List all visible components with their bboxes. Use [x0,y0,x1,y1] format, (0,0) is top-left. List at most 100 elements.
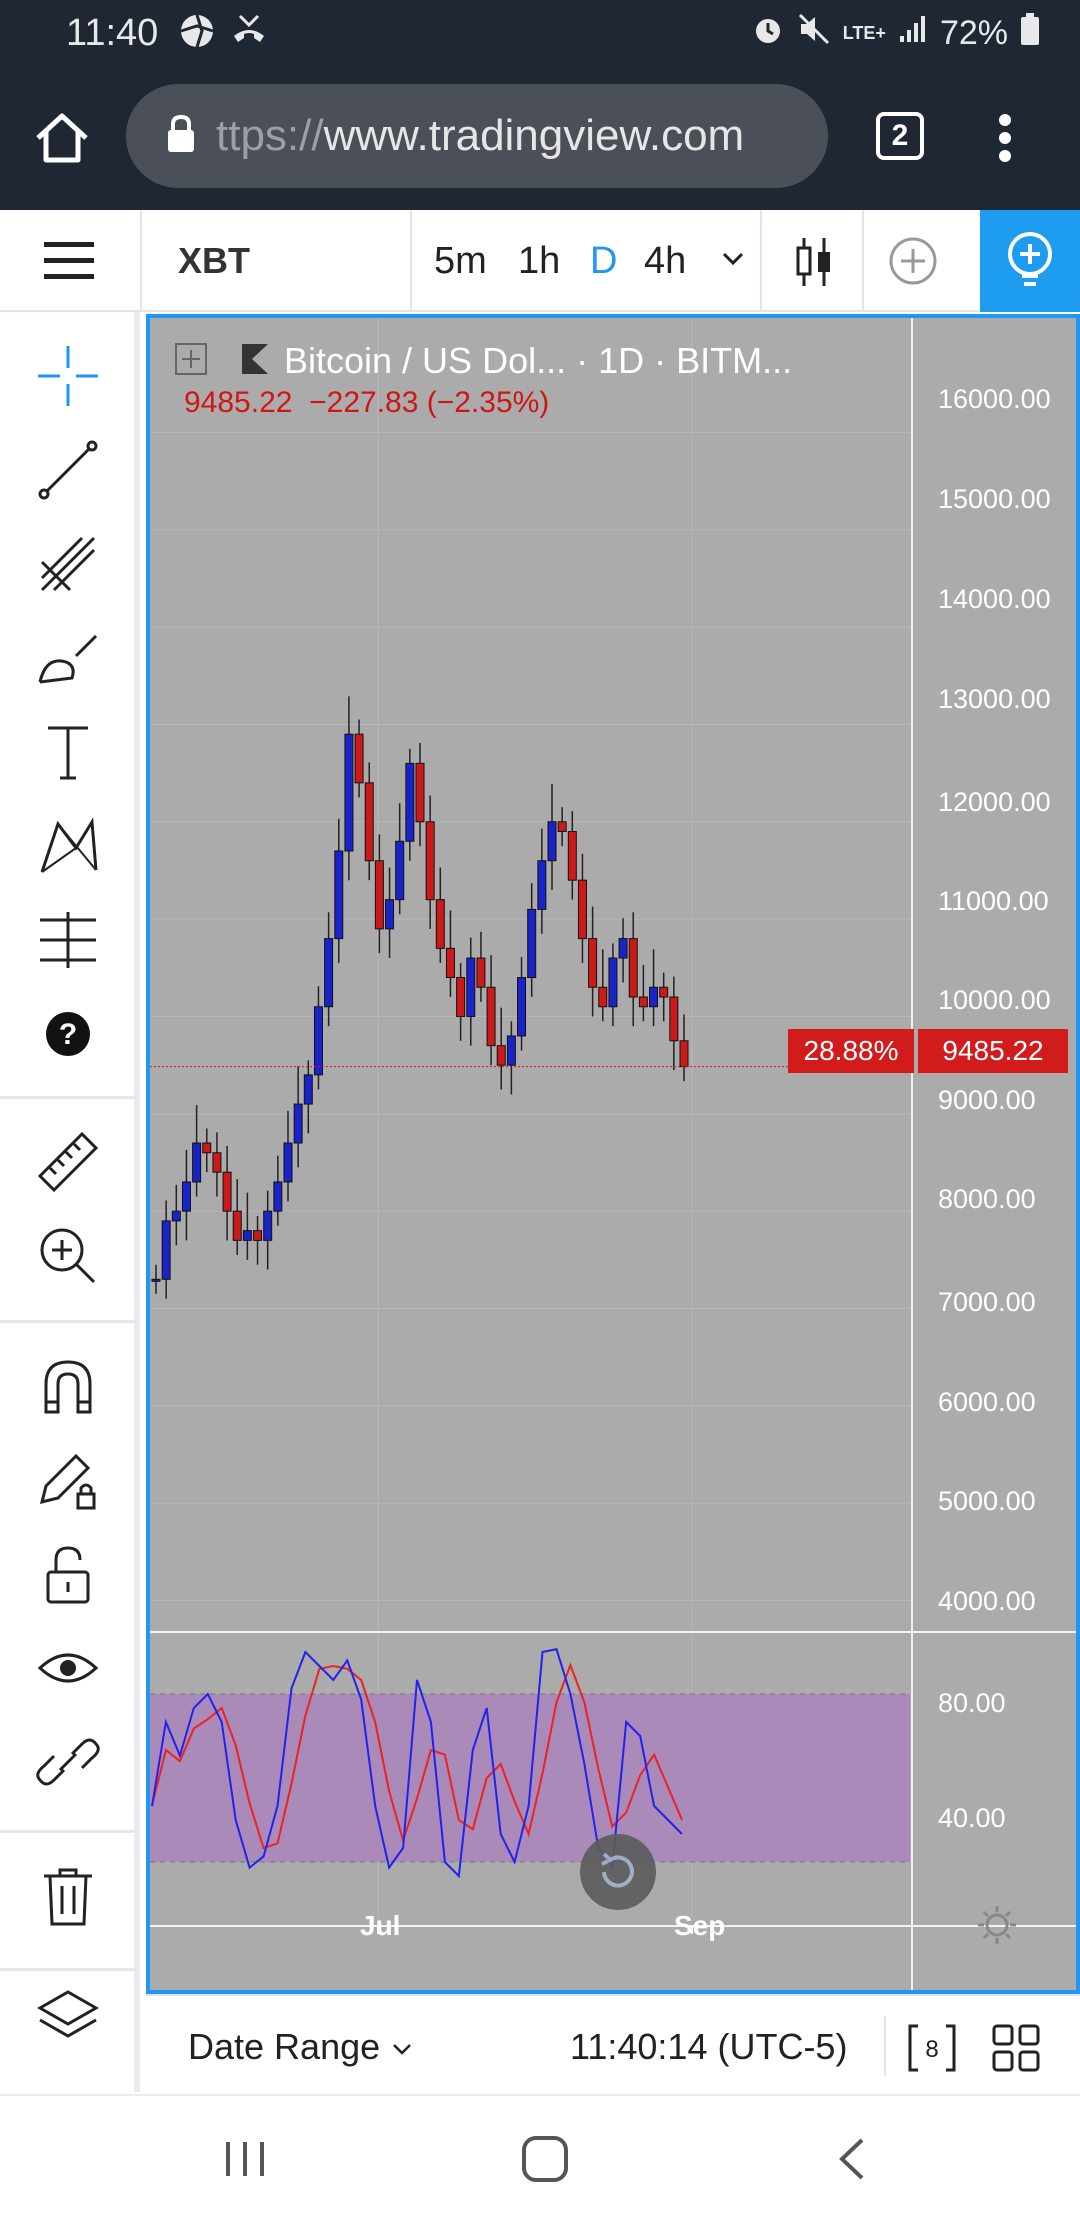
mute-icon [797,12,831,55]
candle-body [344,733,354,852]
candle-body [456,977,466,1017]
chart-canvas[interactable] [150,318,1076,1990]
visibility-tool[interactable] [30,1630,106,1706]
lock-icon [166,114,196,159]
chart-pane[interactable]: Bitcoin / US Dol... · 1D · BITM... 9485.… [146,314,1080,1994]
osc-axis-label: 80.00 [938,1688,1006,1718]
sync-drawings-tool[interactable] [30,1724,106,1800]
magnet-tool[interactable] [30,1348,106,1424]
menu-button[interactable] [44,240,94,282]
candle-body [395,840,405,901]
ruler-icon [37,1131,99,1193]
flag-icon[interactable] [238,340,272,383]
chevron-down-icon[interactable] [720,246,746,277]
candle-body [334,850,344,940]
text-tool[interactable] [30,714,106,790]
legend-last-price: 9485.22 [184,386,293,419]
candle-body [232,1210,242,1241]
home-nav-button[interactable] [520,2134,570,2189]
screenshot-button[interactable]: 8 [906,2022,958,2079]
object-tree-tool[interactable] [30,1980,106,2056]
trend-line-icon [38,440,98,500]
prediction-tool[interactable] [30,902,106,978]
candle-body [415,762,425,823]
unlock-icon [46,1546,90,1604]
candle-body [638,996,648,1008]
candle-body [374,860,384,930]
missed-call-icon [230,12,268,55]
magnet-icon [44,1360,92,1414]
candle-body [537,860,547,910]
lock-drawings-tool[interactable] [30,1442,106,1518]
text-icon [48,726,88,780]
measure-lines-icon [40,912,96,968]
home-icon [36,113,88,163]
layout-button[interactable] [990,2022,1042,2079]
home-button[interactable] [30,106,94,170]
pattern-tool[interactable] [30,808,106,884]
recents-button[interactable] [222,2136,268,2187]
candle-body [476,957,486,988]
candle-body [283,1142,293,1183]
crosshair-tool[interactable] [30,338,106,414]
interval-4h[interactable]: 4h [644,240,687,282]
price-axis-label: 5000.00 [938,1486,1036,1516]
battery-level: 72% [939,14,1008,52]
url-bar[interactable]: ttps://www.tradingview.com [126,84,828,188]
interval-1h[interactable]: 1h [518,240,561,282]
interval-d[interactable]: D [590,240,618,282]
chevron-down-icon [393,2044,412,2056]
candle-body [649,986,659,1008]
candle-body [192,1142,202,1183]
candle-body [263,1210,273,1241]
candle-body [354,733,364,784]
candles-icon[interactable] [794,234,834,295]
candle-body [517,977,527,1037]
candle-body [405,762,415,842]
brush-tool[interactable] [30,620,106,696]
time-axis-label: Jul [360,1910,401,1941]
candle-body [212,1152,222,1173]
compare-add-icon[interactable] [888,236,938,291]
candle-body [161,1220,171,1280]
fib-tool[interactable] [30,526,106,602]
candle-body [303,1074,313,1105]
legend-values: 9485.22 −227.83 (−2.35%) [184,386,549,420]
candle-body [313,1006,323,1076]
trend-line-tool[interactable] [30,432,106,508]
clock-timezone[interactable]: 11:40:14 (UTC-5) [570,2026,848,2067]
trash-icon [44,1868,92,1926]
ideas-button[interactable] [980,210,1080,312]
candle-body [253,1230,263,1241]
symbol-search[interactable]: XBT [178,240,250,281]
eye-icon [37,1653,99,1683]
candle-body [466,957,476,1017]
lock-all-tool[interactable] [30,1536,106,1612]
candle-body [577,879,587,940]
interval-5m[interactable]: 5m [434,240,487,282]
price-axis-label: 13000.00 [938,684,1051,714]
tab-switcher-button[interactable]: 2 [876,112,924,160]
price-axis-label: 14000.00 [938,584,1051,614]
zoom-tool[interactable] [30,1218,106,1294]
ruler-tool[interactable] [30,1124,106,1200]
price-axis-label: 11000.00 [938,886,1049,916]
signal-icon [898,14,928,53]
home-circle-icon [522,2136,568,2182]
browser-menu-button[interactable] [990,106,1020,170]
price-axis-label: 4000.00 [938,1586,1036,1616]
candle-body [628,938,638,998]
remove-drawings-tool[interactable] [30,1858,106,1934]
oscillator-d-line [151,1662,683,1850]
settings-icon[interactable] [976,1904,1018,1951]
recents-icon [226,2142,264,2176]
reset-chart-button[interactable] [580,1834,656,1910]
system-nav-bar [0,2094,1080,2220]
pattern-icon [40,817,98,873]
back-button[interactable] [830,2136,876,2187]
candle-body [425,821,435,901]
symbol-legend-title[interactable]: Bitcoin / US Dol... · 1D · BITM... [284,340,793,381]
help-button[interactable]: ? [30,996,106,1072]
legend-toggle-icon[interactable] [174,342,208,381]
date-range-button[interactable]: Date Range [188,2026,414,2068]
